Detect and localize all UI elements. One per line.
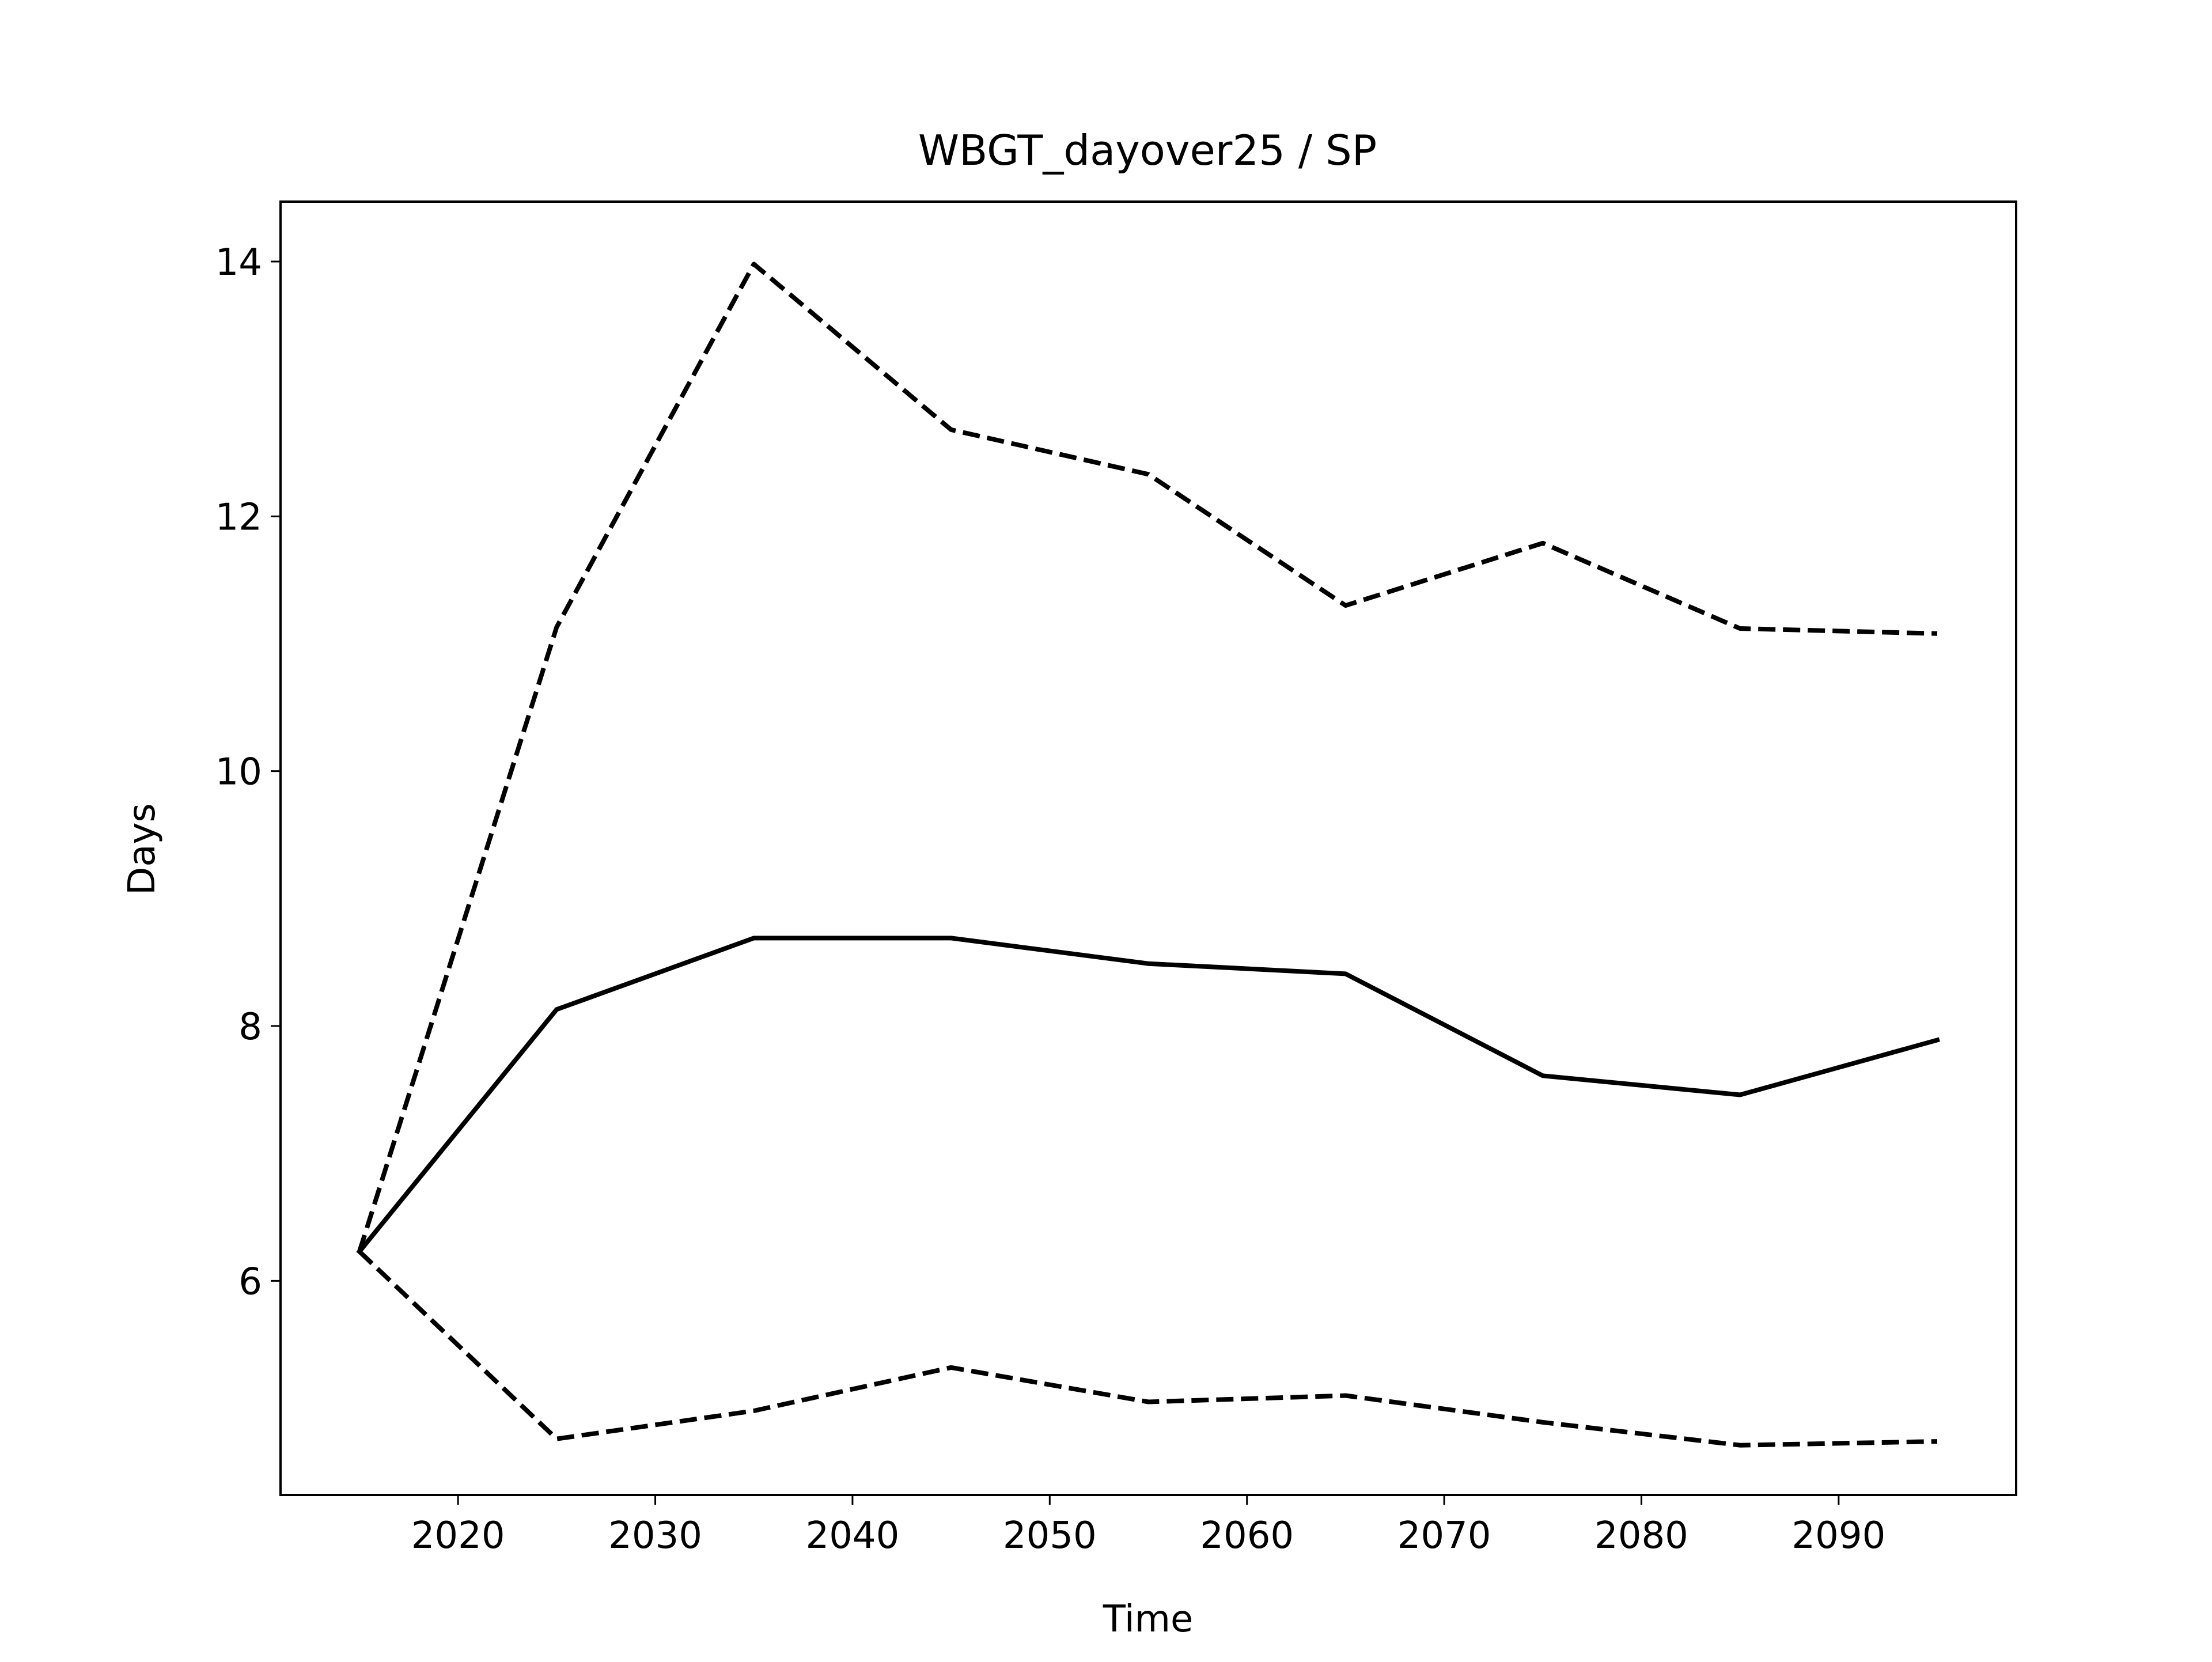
x-tick-label: 2020 [411,1515,505,1557]
plot-frame [279,200,2017,1496]
x-tick-label: 2060 [1200,1515,1294,1557]
x-tick-label: 2030 [608,1515,702,1557]
x-tick-label: 2050 [1003,1515,1097,1557]
x-tick-label: 2070 [1397,1515,1491,1557]
x-axis-ticks: 2020 2030 2040 2050 2060 2070 2080 2090 [411,1495,1885,1557]
y-tick-label: 14 [215,241,262,284]
series-layer [356,262,1940,1448]
y-tick-label: 6 [238,1260,262,1303]
series-line-1-solid [356,936,1940,1255]
y-tick-label: 8 [238,1006,262,1048]
y-axis-ticks: 6 8 10 12 14 [215,241,281,1303]
series-line-2-dashed [357,262,1938,1252]
chart-title: WBGT_dayover25 / SP [918,126,1377,175]
series-line-3-dashed [358,1250,1938,1448]
x-tick-label: 2090 [1791,1515,1885,1557]
y-tick-label: 12 [215,496,262,539]
x-axis-label: Time [1103,1598,1194,1641]
y-axis-label: Days [121,803,164,895]
x-tick-label: 2040 [805,1515,899,1557]
y-tick-label: 10 [215,751,262,794]
x-tick-label: 2080 [1594,1515,1688,1557]
